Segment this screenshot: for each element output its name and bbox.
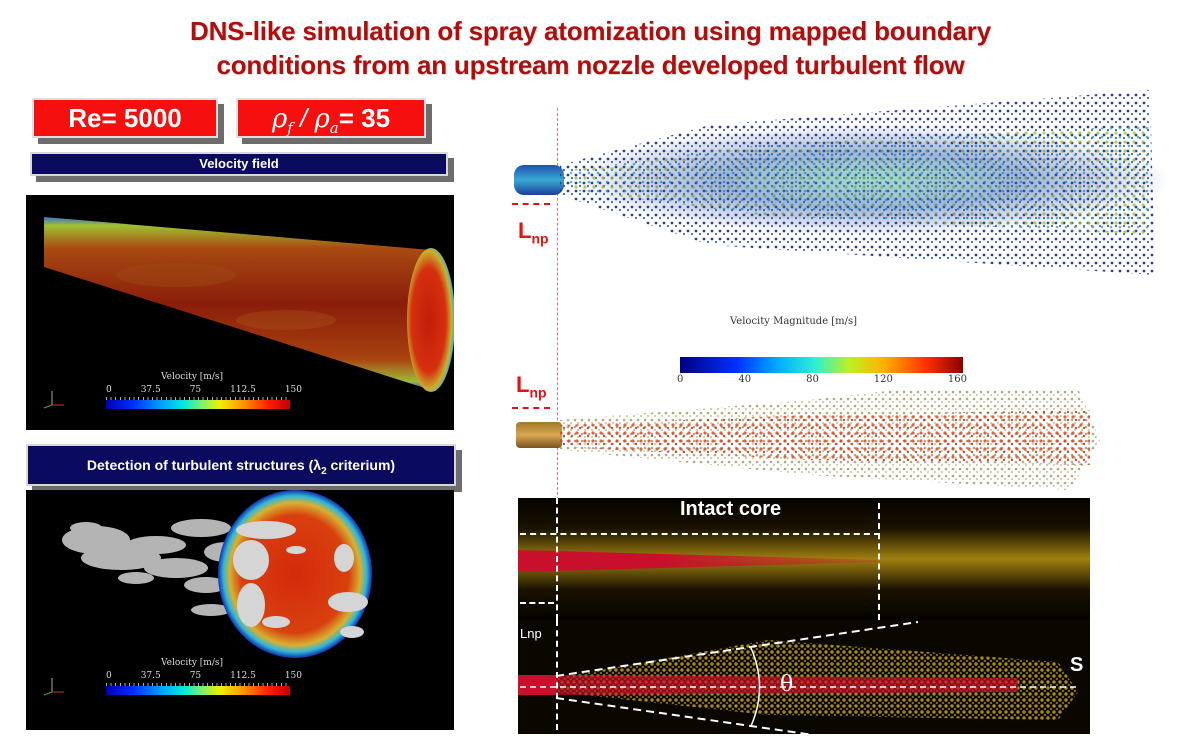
lnp-label-top: Lnp	[518, 218, 549, 247]
lnp-arrow-top	[512, 203, 550, 205]
rho-a-symbol: ρa	[314, 104, 339, 138]
header-prefix: Detection of turbulent structures (	[86, 457, 314, 473]
lambda2-isosurfaces	[62, 490, 372, 658]
lnp-label-middle: Lnp	[516, 372, 547, 401]
colorbar-tickmarks	[106, 683, 290, 687]
turbulent-structures-header: Detection of turbulent structures (λ2 cr…	[26, 444, 456, 486]
spray-angle-theta-label: θ	[780, 672, 794, 697]
velocity-field-header-text: Velocity field	[199, 156, 279, 171]
spray-angle-image: Lnp θ S	[518, 620, 1090, 734]
spray-surface-droplets-image	[516, 390, 1100, 490]
spray-velocity-droplets-image	[514, 90, 1170, 275]
velocity-field-header: Velocity field	[30, 152, 448, 176]
rho-f-symbol: ρf	[271, 104, 293, 138]
spray-penetration-s-label: S	[1070, 654, 1084, 676]
ratio-separator: /	[292, 103, 315, 133]
lnp-arrow-bottom	[520, 602, 554, 604]
velocity-magnitude-ticks: 0 40 80 120 160	[677, 374, 967, 385]
header-suffix: criterium)	[326, 457, 396, 473]
velocity-magnitude-title: Velocity Magnitude [m/s]	[730, 316, 858, 327]
spray-angle-diagram	[518, 621, 1078, 734]
page-title: DNS-like simulation of spray atomization…	[0, 14, 1181, 82]
velocity-magnitude-colorbar	[680, 357, 963, 373]
lambda2-colorbar	[106, 686, 290, 695]
title-line-1: DNS-like simulation of spray atomization…	[190, 16, 991, 46]
lnp-vertical-line-lower	[556, 620, 558, 730]
lambda-symbol: λ	[313, 457, 322, 473]
lnp-label-bottom: Lnp	[520, 626, 542, 641]
nozzle-velocity-contour	[44, 217, 454, 392]
lambda2-colorbar-ticks: 0 37.5 75 112.5 150	[106, 671, 302, 681]
intact-core-end-line	[878, 503, 880, 620]
velocity-colorbar-title: Velocity [m/s]	[161, 372, 223, 382]
velocity-colorbar-ticks: 0 37.5 75 112.5 150	[106, 385, 302, 395]
liquid-core-jet	[518, 550, 878, 572]
turbulent-structures-image: Velocity [m/s] 0 37.5 75 112.5 150	[26, 490, 454, 730]
ratio-value: = 35	[338, 103, 391, 133]
lnp-arrow-middle	[512, 407, 550, 409]
axes-orientation-icon	[43, 678, 64, 696]
intact-core-arrow	[520, 533, 880, 535]
reynolds-number-text: Re= 5000	[68, 103, 182, 133]
intact-core-image: Intact core	[518, 498, 1090, 620]
density-ratio-badge: ρf / ρa= 35	[236, 98, 426, 138]
colorbar-tickmarks	[106, 397, 290, 401]
intact-core-label: Intact core	[680, 498, 782, 520]
title-line-2: conditions from an upstream nozzle devel…	[216, 50, 965, 80]
axes-orientation-icon	[43, 391, 64, 409]
reynolds-number-badge: Re= 5000	[32, 98, 218, 138]
lambda2-colorbar-title: Velocity [m/s]	[161, 658, 223, 668]
velocity-field-image: Velocity [m/s] 0 37.5 75 112.5 150	[26, 195, 454, 430]
velocity-colorbar	[106, 400, 290, 409]
lambda-subscript: 2	[321, 465, 327, 477]
lnp-vertical-line	[556, 498, 558, 620]
nozzle-exit-reference-line	[557, 108, 558, 500]
